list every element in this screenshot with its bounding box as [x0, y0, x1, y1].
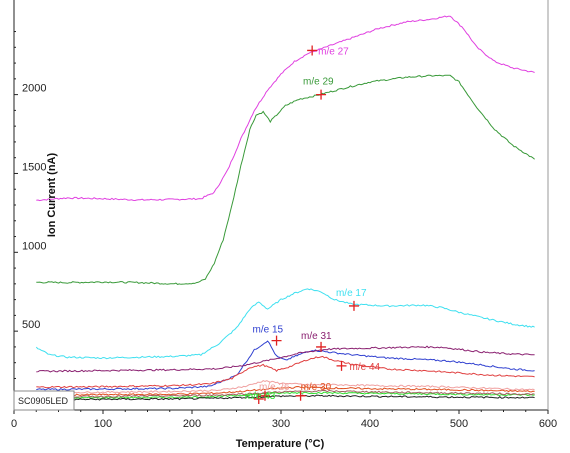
x-tick-label: 200 [183, 418, 201, 430]
series-line [36, 345, 535, 373]
series-marker [307, 45, 318, 56]
y-tick-label: 1000 [22, 240, 46, 252]
x-tick-label: 400 [361, 418, 379, 430]
series-marker [336, 360, 347, 371]
series-label: m/e 31 [301, 331, 332, 342]
x-tick-label: 300 [272, 418, 290, 430]
y-tick-label: 2000 [22, 83, 46, 95]
series-label: m/e 29 [303, 77, 334, 88]
series-marker [348, 300, 359, 311]
series-marker [295, 390, 306, 401]
x-tick-label: 0 [11, 418, 17, 430]
x-tick-label: 500 [450, 418, 468, 430]
series-line [36, 355, 535, 389]
series-line [36, 340, 535, 391]
series-label: m/e 27 [318, 46, 349, 57]
series-label: m/e 43 [245, 391, 276, 402]
series-line [36, 391, 535, 400]
x-axis-title: Temperature (°C) [236, 438, 325, 450]
y-tick-label: 1500 [22, 161, 46, 173]
series-labels: m/e 27 m/e 29 m/e 17 m/e 15 m/e 31 m/e 44 m/e … [245, 46, 381, 402]
series-label: m/e 30 [301, 382, 332, 393]
series-label: m/e 26 [259, 382, 290, 393]
y-axis-title: Ion Current (nA) [46, 153, 58, 238]
series-line [35, 288, 535, 360]
series-line [36, 15, 535, 202]
series-line [36, 385, 535, 397]
series-line [36, 74, 535, 285]
tick-labels: 0 100 200 300 400 500 600 500 1000 1500 2000 [11, 31, 557, 430]
sample-label-box: SC0905LED [13, 390, 75, 411]
series-marker [259, 390, 270, 401]
series-marker [316, 341, 327, 352]
series-line [36, 394, 535, 401]
x-tick-label: 100 [94, 418, 112, 430]
series-label: m/e 17 [336, 288, 367, 299]
series-lines [35, 15, 535, 401]
series-line [36, 380, 535, 394]
series-line [36, 389, 535, 398]
y-tick-label: 500 [22, 319, 40, 331]
series-label: m/e 44 [350, 362, 381, 373]
sample-label: SC0905LED [18, 396, 69, 406]
series-marker [253, 393, 264, 404]
series-markers [253, 45, 359, 404]
x-tick-label: 600 [539, 418, 557, 430]
series-label: m/e 15 [253, 325, 284, 336]
series-marker [271, 335, 282, 346]
series-marker [316, 89, 327, 100]
